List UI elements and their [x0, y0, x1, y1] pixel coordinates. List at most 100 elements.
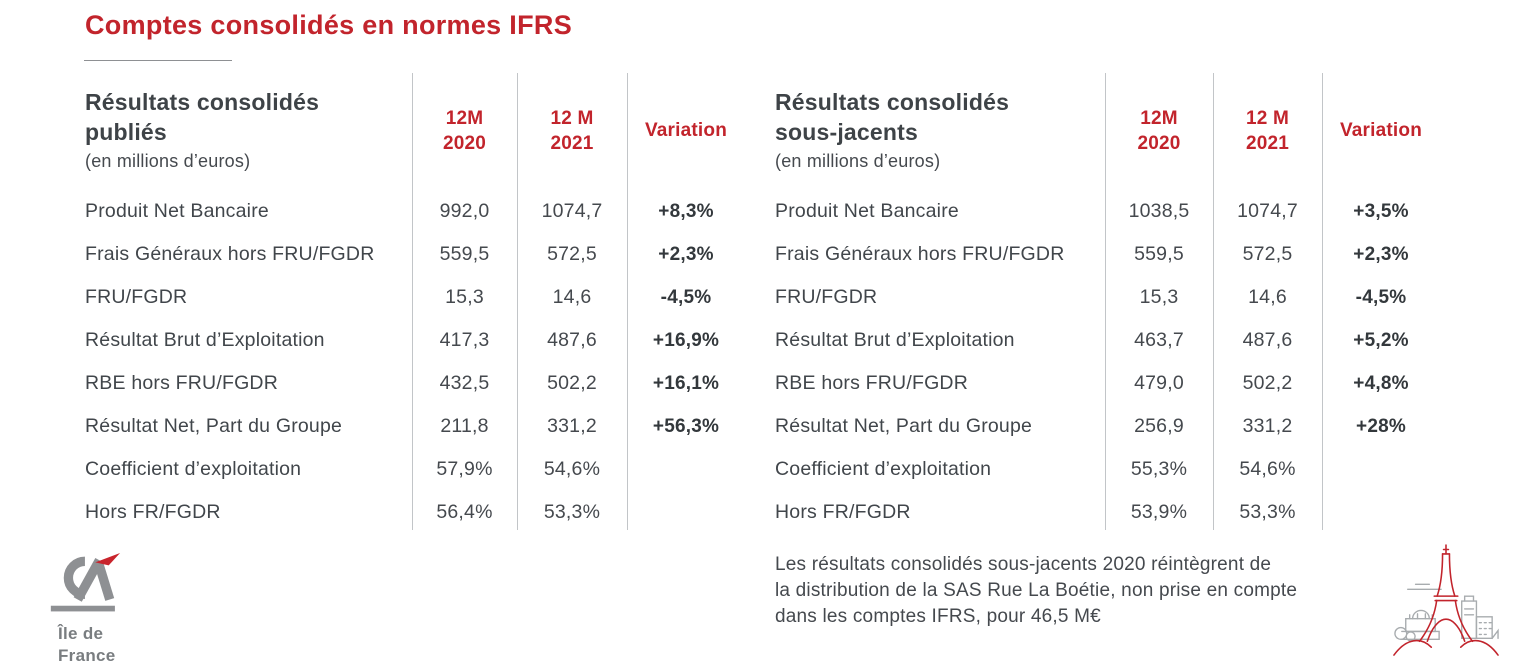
variation-value: +4,8%: [1353, 372, 1409, 394]
table-row: Résultat Net, Part du Groupe 211,8 331,2 +5…: [85, 405, 745, 448]
table-title-cell: Résultats consolidés publiés (en million…: [85, 73, 412, 190]
table-row: Hors FR/FGDR 56,4% 53,3%: [85, 491, 745, 534]
table-row: RBE hors FRU/FGDR 479,0 502,2 +4,8%: [775, 362, 1440, 405]
table-row: Produit Net Bancaire 1038,5 1074,7 +3,5%: [775, 190, 1440, 233]
column-header-12m-2020: 12M 2020: [442, 107, 487, 154]
value-2020: 1038,5: [1128, 200, 1190, 222]
variation-value: +2,3%: [1353, 243, 1409, 265]
row-label: Frais Généraux hors FRU/FGDR: [775, 243, 1065, 265]
variation-value: +16,9%: [652, 329, 720, 351]
logo-region-text: Île de France: [58, 623, 126, 667]
table-subtitle: (en millions d’euros): [85, 150, 251, 171]
page-title: Comptes consolidés en normes IFRS: [85, 10, 573, 40]
table-title-cell: Résultats consolidés sous-jacents (en mi…: [775, 73, 1105, 190]
underlying-results-table: Résultats consolidés sous-jacents (en mi…: [775, 73, 1440, 534]
value-2020: 559,5: [439, 243, 490, 265]
row-label: Coefficient d’exploitation: [775, 458, 992, 480]
table-row: Résultat Brut d’Exploitation 463,7 487,6 +5…: [775, 319, 1440, 362]
value-2021: 14,6: [552, 286, 592, 308]
value-2020: 55,3%: [1130, 458, 1188, 480]
table-body: Produit Net Bancaire 992,0 1074,7 +8,3% Frai…: [85, 190, 745, 534]
credit-agricole-logo: Île de France: [48, 552, 126, 667]
published-results-table: Résultats consolidés publiés (en million…: [85, 73, 745, 534]
row-label: Résultat Brut d’Exploitation: [775, 329, 1015, 351]
table-row: Résultat Brut d’Exploitation 417,3 487,6 +1…: [85, 319, 745, 362]
value-2021: 53,3%: [543, 501, 601, 523]
table-row: FRU/FGDR 15,3 14,6 -4,5%: [775, 276, 1440, 319]
table-subtitle: (en millions d’euros): [775, 150, 941, 171]
value-2021: 54,6%: [1239, 458, 1296, 480]
footnote-line: la distribution de la SAS Rue La Boétie,…: [775, 580, 1298, 601]
table-row: Frais Généraux hors FRU/FGDR 559,5 572,5 +2…: [775, 233, 1440, 276]
variation-value: +5,2%: [1353, 329, 1409, 351]
row-label: Résultat Net, Part du Groupe: [775, 415, 1033, 437]
title-underline: [84, 60, 232, 61]
table-row: Coefficient d’exploitation 57,9% 54,6%: [85, 448, 745, 491]
row-label: FRU/FGDR: [85, 286, 188, 308]
value-2021: 487,6: [1242, 329, 1293, 351]
value-2021: 331,2: [547, 415, 597, 437]
row-label: Hors FR/FGDR: [85, 501, 221, 523]
row-label: Frais Généraux hors FRU/FGDR: [85, 243, 375, 265]
table-row: Résultat Net, Part du Groupe 256,9 331,2 +2…: [775, 405, 1440, 448]
column-header-12m-2021: 12 M 2021: [550, 107, 594, 154]
logo-region-line: France: [58, 646, 116, 665]
variation-value: -4,5%: [660, 286, 712, 308]
value-2021: 331,2: [1242, 415, 1293, 437]
table-title: Résultats consolidés publiés: [85, 89, 320, 146]
row-label: FRU/FGDR: [775, 286, 878, 308]
table-title: Résultats consolidés sous-jacents: [775, 89, 1010, 146]
column-divider: [1213, 73, 1214, 530]
variation-value: +56,3%: [652, 415, 720, 437]
value-2020: 559,5: [1134, 243, 1184, 265]
logo-region-line: Île de: [58, 624, 104, 643]
value-2021: 1074,7: [1237, 200, 1298, 222]
value-2020: 417,3: [439, 329, 490, 351]
value-2021: 572,5: [547, 243, 597, 265]
variation-value: -4,5%: [1355, 286, 1407, 308]
value-2021: 1074,7: [541, 200, 603, 222]
value-2020: 211,8: [440, 415, 489, 437]
table-row: RBE hors FRU/FGDR 432,5 502,2 +16,1%: [85, 362, 745, 405]
variation-value: +28%: [1356, 415, 1406, 437]
value-2021: 53,3%: [1239, 501, 1296, 523]
footnote: Les résultats consolidés sous-jacents 20…: [775, 552, 1297, 630]
column-divider: [1105, 73, 1106, 530]
table-row: Coefficient d’exploitation 55,3% 54,6%: [775, 448, 1440, 491]
row-label: Résultat Net, Part du Groupe: [85, 415, 343, 437]
column-divider: [1322, 73, 1323, 530]
table-row: FRU/FGDR 15,3 14,6 -4,5%: [85, 276, 745, 319]
value-2020: 479,0: [1134, 372, 1184, 394]
row-label: Résultat Brut d’Exploitation: [85, 329, 325, 351]
row-label: Hors FR/FGDR: [775, 501, 911, 523]
value-2020: 15,3: [1139, 286, 1179, 308]
value-2021: 14,6: [1248, 286, 1287, 308]
value-2020: 432,5: [439, 372, 490, 394]
value-2020: 57,9%: [436, 458, 493, 480]
value-2020: 15,3: [445, 286, 484, 308]
footnote-line: Les résultats consolidés sous-jacents 20…: [775, 554, 1272, 575]
table-header: Résultats consolidés publiés (en million…: [85, 73, 745, 190]
value-2021: 54,6%: [543, 458, 601, 480]
row-label: Produit Net Bancaire: [85, 200, 269, 222]
value-2020: 992,0: [439, 200, 490, 222]
variation-value: +3,5%: [1353, 200, 1409, 222]
variation-value: +16,1%: [652, 372, 720, 394]
variation-value: +8,3%: [658, 200, 714, 222]
ca-monogram-icon: [50, 553, 121, 612]
column-divider: [627, 73, 628, 530]
row-label: RBE hors FRU/FGDR: [775, 372, 969, 394]
column-header-12m-2021: 12 M 2021: [1245, 107, 1290, 154]
value-2021: 502,2: [547, 372, 597, 394]
column-divider: [412, 73, 413, 530]
column-header-variation: Variation: [1339, 120, 1423, 142]
row-label: RBE hors FRU/FGDR: [85, 372, 279, 394]
variation-value: +2,3%: [658, 243, 714, 265]
value-2020: 463,7: [1134, 329, 1184, 351]
value-2021: 572,5: [1242, 243, 1293, 265]
footnote-line: dans les comptes IFRS, pour 46,5 M€: [775, 606, 1101, 627]
row-label: Coefficient d’exploitation: [85, 458, 302, 480]
column-header-12m-2020: 12M 2020: [1137, 107, 1181, 154]
column-header-variation: Variation: [644, 120, 728, 142]
table-row: Hors FR/FGDR 53,9% 53,3%: [775, 491, 1440, 534]
